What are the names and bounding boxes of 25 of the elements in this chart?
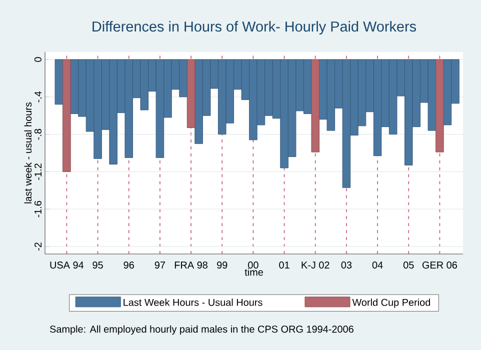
legend-label: World Cup Period: [352, 298, 430, 308]
x-tick-label: 97: [154, 262, 165, 269]
y-tick-label: -.4: [34, 91, 42, 102]
y-tick-label: -2: [34, 242, 42, 251]
x-tick-label: 05: [403, 262, 414, 269]
x-tick-label: 99: [217, 262, 228, 269]
x-tick-label: K-J 02: [302, 262, 330, 269]
y-tick-label: 0: [34, 57, 42, 62]
chart-title: Differences in Hours of Work- Hourly Paid Workers: [92, 21, 416, 35]
x-tick-label: 00: [248, 262, 258, 269]
text: Sample: All employed hourly paid males in the CPS ORG 1994-2006: [50, 325, 354, 335]
y-axis-title: last week - usual hours: [24, 102, 32, 204]
x-axis-title: time: [244, 268, 263, 276]
x-tick-label: 96: [124, 262, 134, 269]
y-tick-label: -1.2: [34, 164, 42, 180]
x-tick-label: FRA 98: [174, 262, 208, 269]
x-tick-label: USA 94: [50, 262, 84, 269]
x-tick-label: 03: [341, 262, 352, 269]
legend-label: Last Week Hours - Usual Hours: [124, 298, 262, 306]
x-tick-label: 01: [279, 262, 290, 269]
x-tick-label: 04: [372, 262, 383, 269]
y-tick-label: -1.6: [34, 200, 42, 218]
y-tick-label: -.8: [34, 128, 42, 140]
x-tick-label: GER 06: [422, 262, 457, 269]
x-tick-label: 95: [92, 262, 103, 269]
